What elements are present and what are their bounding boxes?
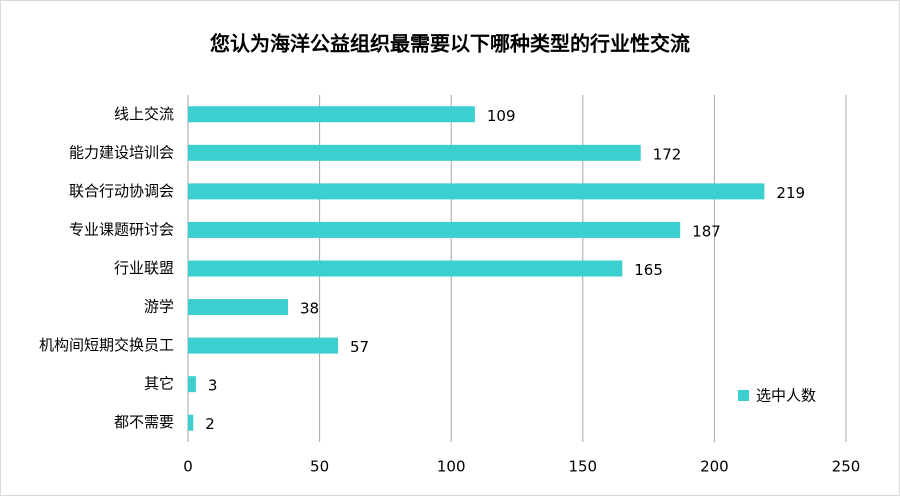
y-tick-label: 联合行动协调会 xyxy=(69,182,174,200)
data-label: 109 xyxy=(487,107,516,125)
legend-swatch xyxy=(738,390,749,401)
chart-title: 您认为海洋公益组织最需要以下哪种类型的行业性交流 xyxy=(210,32,690,56)
legend-label: 选中人数 xyxy=(756,387,816,405)
data-label: 38 xyxy=(300,300,319,318)
y-tick-label: 机构间短期交换员工 xyxy=(39,336,174,354)
bar xyxy=(188,144,641,161)
data-label: 3 xyxy=(208,377,218,395)
x-tick-label: 200 xyxy=(700,458,729,476)
y-tick-label: 能力建设培训会 xyxy=(69,143,174,161)
bar xyxy=(188,337,339,354)
y-tick-label: 其它 xyxy=(144,375,174,393)
bar xyxy=(188,414,194,431)
y-tick-label: 都不需要 xyxy=(114,413,174,431)
y-tick-label: 游学 xyxy=(144,298,174,316)
x-tick-label: 100 xyxy=(437,458,466,476)
bar xyxy=(188,183,765,200)
y-tick-label: 线上交流 xyxy=(114,105,174,123)
y-tick-label: 行业联盟 xyxy=(114,259,174,277)
data-label: 57 xyxy=(350,338,369,356)
bar xyxy=(188,299,289,316)
x-tick-label: 150 xyxy=(568,458,597,476)
bar xyxy=(188,376,196,393)
data-label: 2 xyxy=(205,415,215,433)
data-label: 165 xyxy=(634,261,663,279)
data-label: 172 xyxy=(653,145,682,163)
y-tick-label: 专业课题研讨会 xyxy=(69,220,174,238)
bar xyxy=(188,260,623,277)
data-label: 219 xyxy=(776,184,805,202)
x-tick-label: 50 xyxy=(310,458,329,476)
bar xyxy=(188,106,475,123)
x-tick-label: 0 xyxy=(183,458,193,476)
data-label: 187 xyxy=(692,222,721,240)
x-tick-label: 250 xyxy=(832,458,861,476)
bar xyxy=(188,221,681,238)
